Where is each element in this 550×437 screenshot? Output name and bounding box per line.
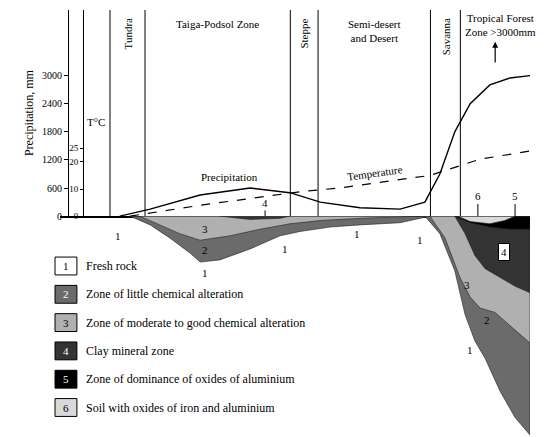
svg-text:Zone of dominance of oxides of: Zone of dominance of oxides of aluminium	[86, 372, 295, 386]
svg-text:600: 600	[47, 183, 62, 194]
svg-text:4: 4	[501, 246, 507, 258]
svg-text:Soil with oxides of iron and a: Soil with oxides of iron and aluminium	[86, 401, 275, 415]
svg-text:1200: 1200	[42, 154, 62, 165]
svg-text:1: 1	[63, 260, 69, 272]
svg-text:4: 4	[63, 345, 69, 357]
svg-text:5: 5	[512, 190, 518, 202]
svg-text:0: 0	[57, 211, 62, 222]
svg-text:Precipitation, mm: Precipitation, mm	[22, 69, 36, 156]
svg-text:1: 1	[467, 344, 473, 356]
svg-text:Savanna: Savanna	[440, 18, 452, 55]
svg-text:5: 5	[63, 373, 69, 385]
svg-text:10: 10	[69, 184, 79, 194]
svg-text:2: 2	[202, 244, 208, 256]
svg-text:T°C: T°C	[87, 116, 105, 128]
svg-text:1: 1	[282, 243, 288, 255]
svg-text:6: 6	[63, 402, 69, 414]
svg-text:Steppe: Steppe	[298, 19, 310, 49]
svg-text:Zone of little chemical altera: Zone of little chemical alteration	[86, 287, 243, 301]
svg-text:Temperature: Temperature	[346, 163, 403, 183]
svg-text:Semi-desertand Desert: Semi-desertand Desert	[348, 18, 401, 44]
svg-text:25: 25	[69, 143, 79, 153]
svg-text:2: 2	[484, 314, 490, 326]
svg-text:Taiga-Podsol Zone: Taiga-Podsol Zone	[176, 18, 259, 30]
svg-text:3: 3	[63, 317, 69, 329]
svg-text:Precipitation: Precipitation	[201, 171, 258, 183]
svg-text:1800: 1800	[42, 126, 62, 137]
svg-text:1: 1	[115, 230, 121, 242]
svg-text:Clay mineral zone: Clay mineral zone	[86, 344, 174, 358]
svg-text:3: 3	[202, 223, 208, 235]
svg-text:1: 1	[202, 267, 208, 279]
svg-text:2: 2	[63, 288, 69, 300]
svg-text:Tropical ForestZone >3000mm: Tropical ForestZone >3000mm	[465, 12, 536, 38]
svg-text:4: 4	[262, 197, 268, 209]
svg-text:20: 20	[69, 157, 79, 167]
svg-text:1: 1	[354, 228, 360, 240]
svg-text:1: 1	[417, 234, 423, 246]
svg-text:2400: 2400	[42, 98, 62, 109]
svg-text:0: 0	[74, 211, 79, 221]
svg-text:3: 3	[464, 279, 470, 291]
svg-text:Fresh rock: Fresh rock	[86, 259, 137, 273]
svg-text:6: 6	[475, 190, 481, 202]
svg-text:Tundra: Tundra	[122, 18, 134, 49]
svg-text:3000: 3000	[42, 70, 62, 81]
svg-text:Zone of moderate to good chemi: Zone of moderate to good chemical altera…	[86, 316, 305, 330]
